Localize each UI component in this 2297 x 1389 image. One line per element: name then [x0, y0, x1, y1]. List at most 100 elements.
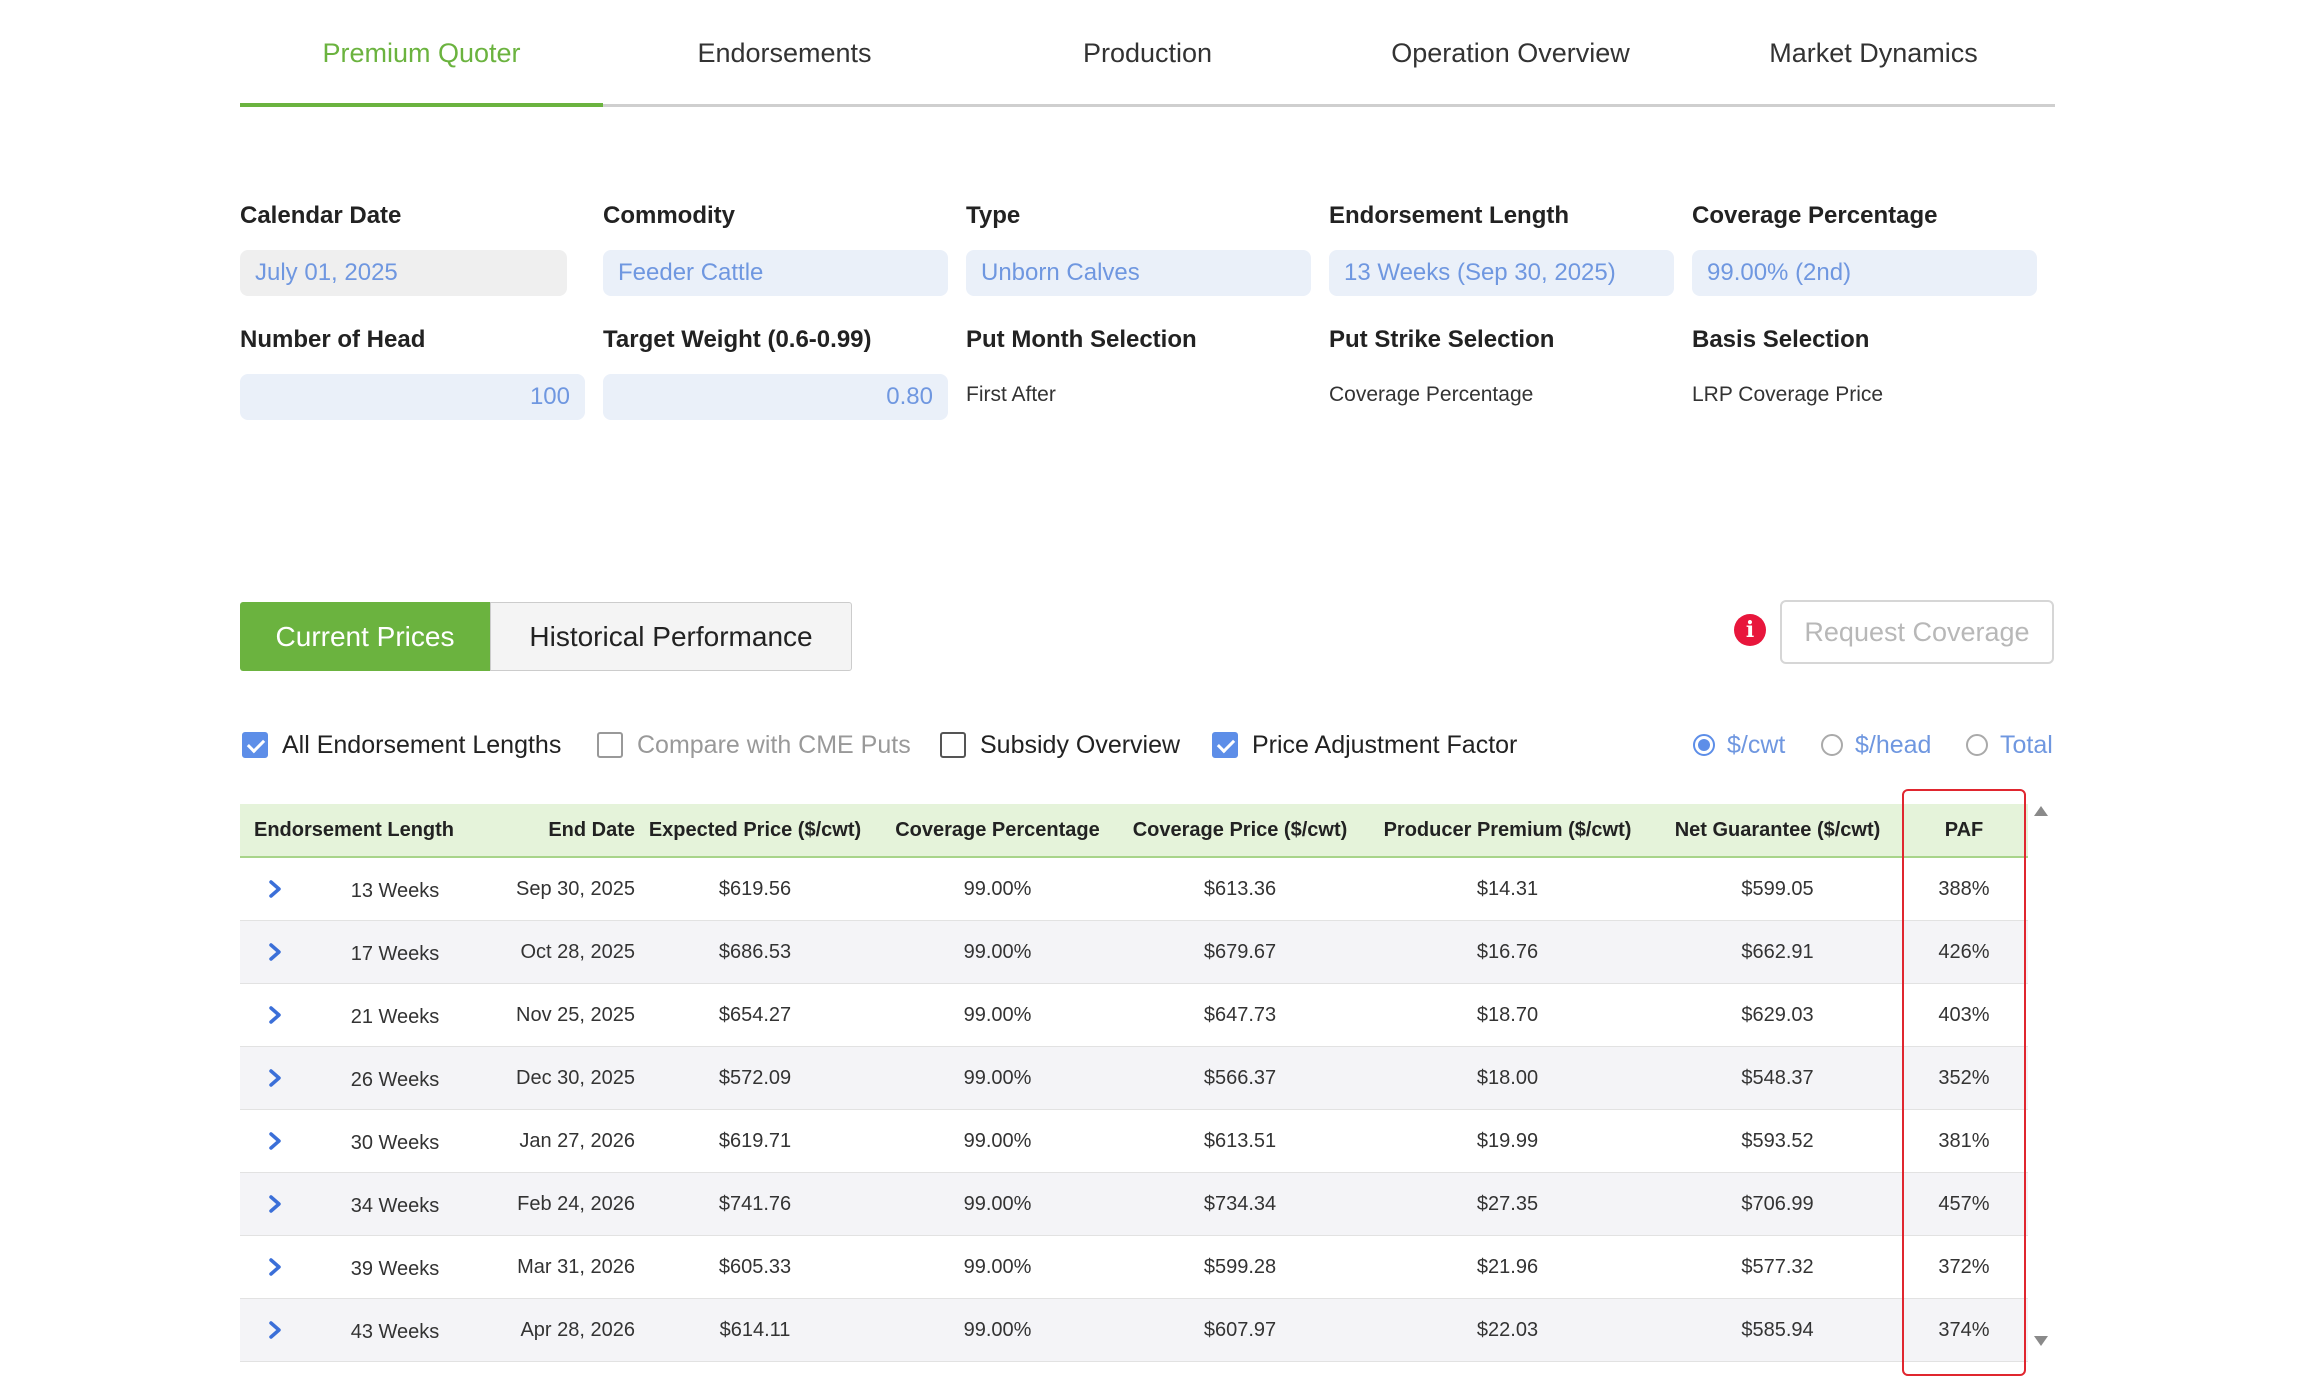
put-strike-value: Coverage Percentage: [1329, 383, 1534, 406]
table-row: 26 Weeks Dec 30, 2025 $572.09 99.00% $566.37…: [240, 1047, 2028, 1110]
number-of-head-label: Number of Head: [240, 326, 426, 353]
coverage-percentage-label: Coverage Percentage: [1692, 202, 1938, 229]
all-endorsement-lengths-checkbox[interactable]: All Endorsement Lengths: [242, 727, 561, 763]
coverage-percentage-select[interactable]: 99.00% (2nd): [1692, 250, 2037, 296]
calendar-date-label: Calendar Date: [240, 202, 402, 229]
chevron-right-icon[interactable]: [240, 879, 310, 899]
table-row: 21 Weeks Nov 25, 2025 $654.27 99.00% $647.73…: [240, 984, 2028, 1047]
endorsement-length-cell: 39 Weeks: [240, 1254, 490, 1281]
table-row: 13 Weeks Sep 30, 2025 $619.56 99.00% $613.36…: [240, 858, 2028, 921]
coverage-percentage-cell: 99.00%: [963, 877, 1032, 900]
end-date-cell: Mar 31, 2026: [517, 1255, 635, 1278]
endorsement-length-value: 43 Weeks: [350, 1320, 440, 1343]
historical-performance-button[interactable]: Historical Performance: [490, 602, 852, 671]
price-adjustment-factor-label: Price Adjustment Factor: [1252, 730, 1518, 759]
put-strike-label: Put Strike Selection: [1329, 326, 1555, 353]
chevron-right-icon[interactable]: [240, 1005, 310, 1025]
producer-premium-cell: $18.00: [1476, 1066, 1539, 1089]
col-coverage-percentage[interactable]: Coverage Percentage: [895, 818, 1100, 841]
target-weight-input[interactable]: 0.80: [603, 374, 948, 420]
current-prices-button[interactable]: Current Prices: [240, 602, 490, 671]
endorsement-length-cell: 43 Weeks: [240, 1317, 490, 1344]
unit-total-radio[interactable]: Total: [1966, 727, 2053, 763]
col-coverage-price[interactable]: Coverage Price ($/cwt): [1132, 818, 1348, 841]
tab-production[interactable]: Production: [1082, 38, 1213, 68]
net-guarantee-cell: $599.05: [1741, 877, 1814, 900]
paf-cell: 457%: [1938, 1192, 1990, 1215]
checkbox-empty-icon: [940, 732, 966, 758]
expected-price-cell: $741.76: [718, 1192, 792, 1215]
radio-selected-icon: [1693, 734, 1715, 756]
chevron-right-icon[interactable]: [240, 1068, 310, 1088]
table-row: 17 Weeks Oct 28, 2025 $686.53 99.00% $679.67…: [240, 921, 2028, 984]
target-weight-label: Target Weight (0.6-0.99): [603, 326, 872, 353]
coverage-price-cell: $607.97: [1203, 1318, 1277, 1341]
col-endorsement-length[interactable]: Endorsement Length: [254, 818, 455, 841]
unit-total-label: Total: [2000, 730, 2053, 759]
col-net-guarantee[interactable]: Net Guarantee ($/cwt): [1674, 818, 1881, 841]
chevron-right-icon[interactable]: [240, 1257, 310, 1277]
coverage-price-cell: $679.67: [1203, 940, 1277, 963]
table-row: 43 Weeks Apr 28, 2026 $614.11 99.00% $607.97…: [240, 1299, 2028, 1362]
unit-head-radio[interactable]: $/head: [1821, 727, 1931, 763]
chevron-right-icon[interactable]: [240, 1131, 310, 1151]
coverage-price-cell: $566.37: [1203, 1066, 1277, 1089]
net-guarantee-cell: $662.91: [1741, 940, 1814, 963]
paf-cell: 372%: [1938, 1255, 1990, 1278]
tab-premium-quoter[interactable]: Premium Quoter: [240, 0, 603, 107]
coverage-percentage-cell: 99.00%: [963, 1255, 1032, 1278]
producer-premium-cell: $19.99: [1476, 1129, 1539, 1152]
coverage-price-cell: $613.36: [1203, 877, 1277, 900]
scroll-down-arrow-icon[interactable]: [2034, 1336, 2048, 1346]
unit-cwt-radio[interactable]: $/cwt: [1693, 727, 1785, 763]
chevron-right-icon[interactable]: [240, 1320, 310, 1340]
producer-premium-cell: $22.03: [1476, 1318, 1539, 1341]
subsidy-overview-checkbox[interactable]: Subsidy Overview: [940, 727, 1180, 763]
endorsement-length-cell: 21 Weeks: [240, 1002, 490, 1029]
coverage-percentage-cell: 99.00%: [963, 1003, 1032, 1026]
end-date-cell: Dec 30, 2025: [516, 1066, 635, 1089]
table-row: 39 Weeks Mar 31, 2026 $605.33 99.00% $599.28…: [240, 1236, 2028, 1299]
endorsement-length-value: 39 Weeks: [350, 1257, 440, 1280]
col-expected-price[interactable]: Expected Price ($/cwt): [648, 818, 862, 841]
endorsement-length-value: 26 Weeks: [350, 1068, 440, 1091]
endorsement-length-select[interactable]: 13 Weeks (Sep 30, 2025): [1329, 250, 1674, 296]
paf-cell: 426%: [1938, 940, 1990, 963]
endorsement-length-cell: 30 Weeks: [240, 1128, 490, 1155]
unit-cwt-label: $/cwt: [1727, 730, 1786, 759]
info-icon[interactable]: i: [1734, 614, 1766, 646]
request-coverage-button[interactable]: Request Coverage: [1780, 600, 2054, 664]
paf-cell: 403%: [1938, 1003, 1990, 1026]
col-end-date[interactable]: End Date: [548, 818, 635, 841]
commodity-select[interactable]: Feeder Cattle: [603, 250, 948, 296]
commodity-label: Commodity: [603, 202, 735, 229]
endorsement-length-cell: 34 Weeks: [240, 1191, 490, 1218]
radio-empty-icon: [1821, 734, 1843, 756]
chevron-right-icon[interactable]: [240, 1194, 310, 1214]
price-adjustment-factor-checkbox[interactable]: Price Adjustment Factor: [1212, 727, 1517, 763]
col-paf[interactable]: PAF: [1944, 818, 1984, 841]
end-date-cell: Jan 27, 2026: [519, 1129, 635, 1152]
chevron-right-icon[interactable]: [240, 942, 310, 962]
col-producer-premium[interactable]: Producer Premium ($/cwt): [1383, 818, 1632, 841]
prices-table: Endorsement Length End Date Expected Pri…: [240, 804, 2028, 1362]
checkbox-empty-icon: [597, 732, 623, 758]
calendar-date-field[interactable]: July 01, 2025: [240, 250, 567, 296]
expected-price-cell: $686.53: [718, 940, 792, 963]
end-date-cell: Nov 25, 2025: [516, 1003, 635, 1026]
type-label: Type: [966, 202, 1021, 229]
subsidy-overview-label: Subsidy Overview: [980, 730, 1181, 759]
paf-cell: 352%: [1938, 1066, 1990, 1089]
coverage-price-cell: $647.73: [1203, 1003, 1277, 1026]
paf-cell: 374%: [1938, 1318, 1990, 1341]
compare-cme-puts-checkbox[interactable]: Compare with CME Puts: [597, 727, 911, 763]
coverage-price-cell: $734.34: [1203, 1192, 1277, 1215]
number-of-head-input[interactable]: 100: [240, 374, 585, 420]
scroll-up-arrow-icon[interactable]: [2034, 806, 2048, 816]
tab-endorsements[interactable]: Endorsements: [697, 38, 872, 68]
endorsement-length-value: 30 Weeks: [350, 1131, 440, 1154]
tab-market-dynamics[interactable]: Market Dynamics: [1769, 38, 1978, 68]
coverage-percentage-cell: 99.00%: [963, 1129, 1032, 1152]
type-select[interactable]: Unborn Calves: [966, 250, 1311, 296]
tab-operation-overview[interactable]: Operation Overview: [1391, 38, 1630, 68]
